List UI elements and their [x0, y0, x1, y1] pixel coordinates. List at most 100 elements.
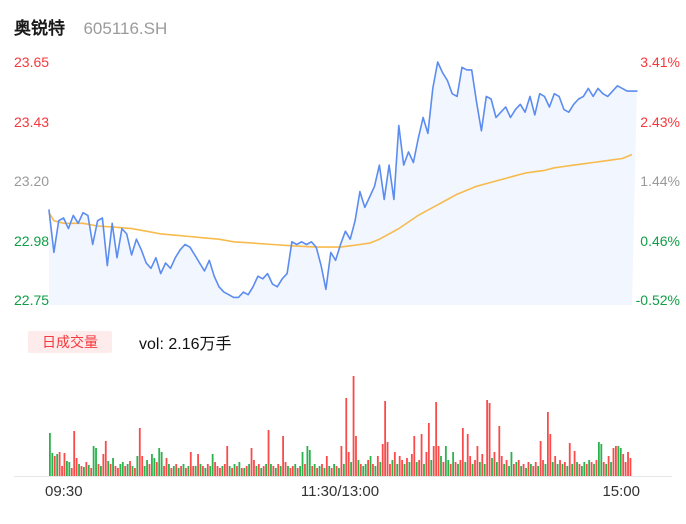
volume-bar [393, 452, 396, 476]
volume-bar [56, 454, 59, 476]
volume-bar [248, 464, 250, 476]
volume-bar [265, 464, 267, 476]
volume-bar [593, 464, 595, 476]
volume-bar [267, 430, 270, 476]
volume-bar [138, 428, 141, 476]
volume-bar [53, 456, 56, 476]
volume-bar [432, 446, 435, 476]
volume-bar [449, 464, 452, 476]
volume-bar [260, 468, 263, 476]
price-tick-4: 22.75 [14, 292, 50, 308]
volume-bar [318, 466, 321, 476]
volume-bar [49, 433, 51, 476]
volume-bar [78, 464, 80, 476]
volume-bar [316, 468, 319, 476]
volume-bar [279, 466, 282, 476]
volume-bar [452, 452, 455, 476]
volume-bar [510, 452, 513, 476]
volume-bar [364, 464, 367, 476]
volume-bar [158, 448, 161, 476]
volume-bar [182, 464, 185, 476]
price-tick-0: 23.65 [14, 54, 50, 70]
volume-bar [544, 464, 547, 476]
volume-bar [389, 464, 391, 476]
volume-bar [291, 466, 294, 476]
volume-bar [153, 458, 156, 476]
volume-bar [61, 466, 63, 476]
volume-bar [391, 460, 394, 476]
volume-bar [619, 448, 622, 476]
volume-bar [398, 456, 401, 476]
volume-bar [87, 465, 90, 476]
volume-bar [231, 468, 233, 476]
volume-bar [520, 466, 523, 476]
volume-bar [85, 462, 88, 476]
volume-bar [245, 466, 248, 476]
volume-bar [107, 461, 110, 476]
volume-bar [63, 453, 66, 476]
volume-bar [221, 466, 224, 476]
volume-bar [551, 462, 554, 476]
volume-bar [505, 460, 508, 476]
volume-bar [257, 464, 260, 476]
volume-bar [627, 452, 629, 476]
volume-bar [615, 446, 617, 476]
volume-bar [590, 462, 593, 476]
volume-bar [488, 403, 491, 476]
volume-bar [522, 464, 525, 476]
avg-price-line [48, 153, 633, 248]
volume-bar [471, 464, 474, 476]
volume-bar [457, 464, 459, 476]
volume-bar [554, 456, 557, 476]
volume-bar [175, 464, 178, 476]
volume-bar [369, 456, 372, 476]
volume-bar [109, 464, 112, 476]
percent-tick-4: -0.52% [635, 292, 680, 308]
volume-bar [253, 460, 255, 476]
volume-bar [335, 466, 338, 476]
volume-bar [527, 462, 530, 476]
volume-bar [211, 454, 214, 476]
volume-bar [270, 464, 272, 476]
volume-bar [112, 458, 114, 476]
volume-bar [381, 444, 384, 476]
volume-bars [49, 376, 632, 476]
volume-bar [491, 458, 493, 476]
price-tick-1: 23.43 [14, 113, 50, 130]
volume-bar [226, 446, 229, 476]
volume-bar [568, 443, 571, 476]
volume-bar [180, 466, 182, 476]
volume-bar [163, 466, 165, 476]
volume-bar [376, 456, 379, 476]
volume-bar [92, 446, 95, 476]
volume-bar [80, 466, 83, 476]
volume-bar [321, 464, 323, 476]
volume-bar [223, 464, 226, 476]
volume-bar [126, 464, 129, 476]
volume-bar [68, 462, 71, 476]
volume-bar [583, 462, 586, 476]
volume-bar [561, 464, 564, 476]
volume-bar [578, 464, 581, 476]
volume-bar [83, 467, 85, 476]
volume-bar [413, 436, 416, 476]
volume-bar [216, 466, 219, 476]
volume-bar [537, 466, 540, 476]
volume-bar [576, 462, 578, 476]
volume-bar [185, 468, 187, 476]
volume-bar [379, 462, 382, 476]
volume-bar [328, 466, 331, 476]
volume-bar [97, 464, 100, 476]
price-line [48, 61, 638, 299]
volume-bar [607, 456, 610, 476]
volume-bar [306, 446, 309, 476]
volume-bar [495, 462, 498, 476]
volume-legend-badge[interactable]: 日成交量 [28, 331, 112, 353]
volume-bar [406, 458, 408, 476]
volume-bar [187, 466, 190, 476]
volume-bar [155, 462, 158, 476]
volume-bar [289, 468, 292, 476]
volume-bar [347, 452, 350, 476]
